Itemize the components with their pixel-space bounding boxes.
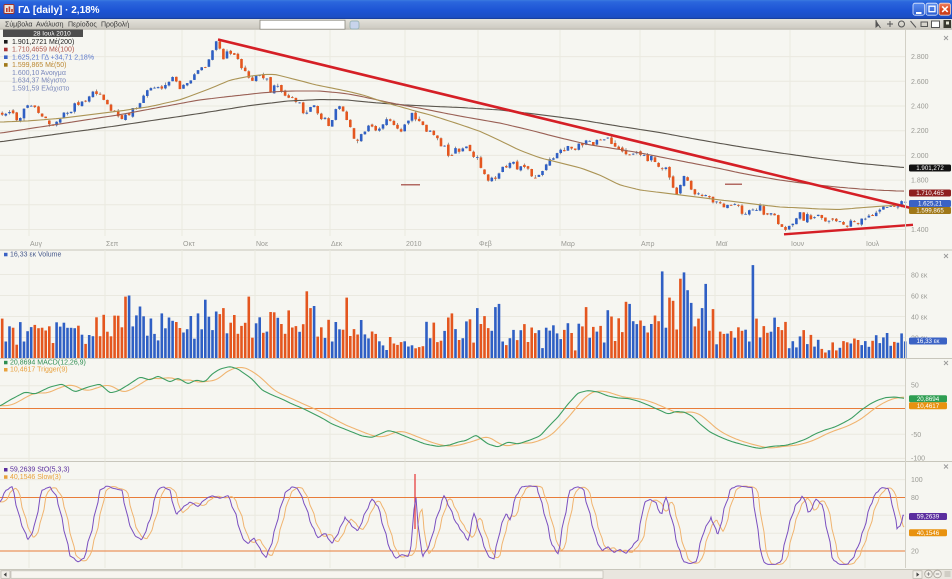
svg-text:28 Ιουλ 2010: 28 Ιουλ 2010 [33, 31, 71, 38]
svg-text:2.600: 2.600 [911, 79, 929, 86]
svg-text:1.591,59 Ελάχιστο: 1.591,59 Ελάχιστο [12, 84, 70, 92]
svg-text:40 εκ: 40 εκ [911, 315, 928, 322]
svg-text:1.710,465: 1.710,465 [916, 190, 944, 197]
svg-text:2010: 2010 [406, 241, 422, 248]
svg-text:2.000: 2.000 [911, 153, 929, 160]
svg-text:Αυγ: Αυγ [30, 241, 42, 248]
svg-text:1.400: 1.400 [911, 227, 929, 234]
svg-text:40,1546 Slow(3): 40,1546 Slow(3) [10, 474, 61, 481]
svg-text:Μαρ: Μαρ [561, 241, 575, 248]
svg-text:-100: -100 [911, 456, 925, 463]
svg-text:Μαϊ: Μαϊ [716, 241, 728, 248]
svg-text:2.200: 2.200 [911, 128, 929, 135]
svg-text:59,2639 StO(5,3,3): 59,2639 StO(5,3,3) [10, 467, 70, 474]
svg-text:1.625,21: 1.625,21 [918, 201, 943, 208]
svg-text:10,4617 Trigger(9): 10,4617 Trigger(9) [10, 367, 68, 374]
svg-text:80: 80 [911, 495, 919, 502]
svg-text:-50: -50 [911, 432, 921, 439]
svg-text:50: 50 [911, 382, 919, 389]
svg-text:Προβολή: Προβολή [101, 21, 129, 28]
svg-text:20,8694: 20,8694 [917, 396, 940, 403]
svg-text:2.400: 2.400 [911, 104, 929, 111]
svg-text:Περίοδος: Περίοδος [68, 20, 97, 28]
svg-text:Ιουλ: Ιουλ [866, 241, 880, 248]
svg-text:2.800: 2.800 [911, 54, 929, 61]
svg-text:16,33 εκ Volume: 16,33 εκ Volume [10, 251, 61, 258]
svg-text:20: 20 [911, 548, 919, 555]
svg-text:60 εκ: 60 εκ [911, 294, 928, 301]
svg-text:Νοε: Νοε [256, 241, 268, 248]
svg-text:1.600,10 Άνοιγμα: 1.600,10 Άνοιγμα [12, 70, 66, 77]
svg-text:ΓΔ [daily] · 2,18%: ΓΔ [daily] · 2,18% [18, 5, 100, 16]
svg-text:1.599,865: 1.599,865 [916, 208, 944, 215]
svg-text:1.710,4659 Μέ(100): 1.710,4659 Μέ(100) [12, 46, 74, 54]
svg-text:Φεβ: Φεβ [479, 241, 492, 248]
svg-text:Δεκ: Δεκ [331, 241, 343, 248]
svg-text:1.901,272: 1.901,272 [916, 165, 944, 172]
svg-text:Σύμβολα: Σύμβολα [5, 20, 32, 28]
svg-text:16,33 εκ: 16,33 εκ [916, 338, 940, 345]
svg-text:59,2639: 59,2639 [917, 514, 940, 521]
svg-text:20,8694 MACD(12,26,9): 20,8694 MACD(12,26,9) [10, 359, 86, 366]
svg-text:1.599,865 Μέ(50): 1.599,865 Μέ(50) [12, 61, 67, 69]
svg-text:Απρ: Απρ [641, 241, 654, 248]
svg-text:Ιουν: Ιουν [791, 241, 805, 248]
svg-text:80 εκ: 80 εκ [911, 273, 928, 280]
svg-text:40,1546: 40,1546 [917, 530, 940, 537]
svg-text:1.901,2721 Μέ(200): 1.901,2721 Μέ(200) [12, 38, 74, 46]
svg-text:1.634,37 Μέγιστο: 1.634,37 Μέγιστο [12, 77, 66, 85]
svg-text:Ανάλυση: Ανάλυση [36, 20, 64, 28]
svg-text:1.625,21 ΓΔ +34,71 2,18%: 1.625,21 ΓΔ +34,71 2,18% [12, 54, 94, 61]
svg-text:100: 100 [911, 477, 923, 484]
svg-text:1.800: 1.800 [911, 178, 929, 185]
svg-text:Σεπ: Σεπ [106, 241, 118, 248]
svg-text:10,4617: 10,4617 [917, 403, 940, 410]
svg-text:Οκτ: Οκτ [183, 241, 195, 248]
